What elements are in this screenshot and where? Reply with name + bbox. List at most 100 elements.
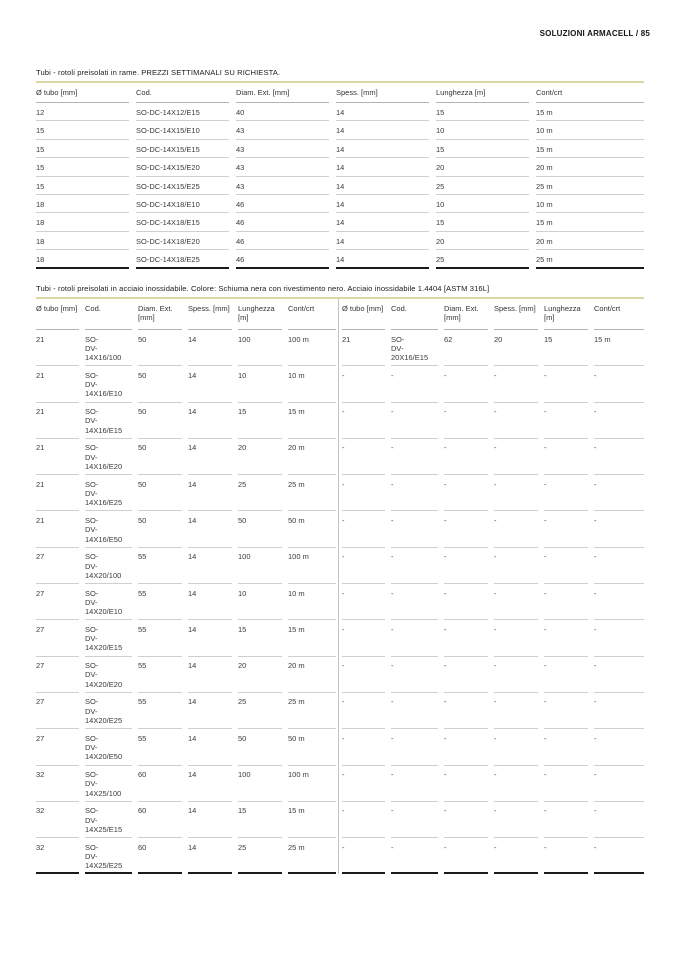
column-header: Cod.	[391, 299, 438, 330]
table-cell: SO- DV-14X16/E25	[85, 475, 132, 512]
table-cell: -	[342, 802, 385, 839]
table-title: Tubi - rotoli preisolati in rame. PREZZI…	[36, 68, 281, 77]
table-cell: -	[391, 729, 438, 766]
table-cell: 10 m	[536, 195, 644, 214]
table-row: 18 SO-DC-14X18/E10 46 14 10 10 m	[36, 195, 644, 214]
table-cell: 15	[436, 140, 529, 159]
table-cell: 50	[138, 330, 182, 367]
table-cell: 27	[36, 620, 79, 657]
table-cell: 40	[236, 103, 329, 122]
table-row: 18 SO-DC-14X18/E25 46 14 25 25 m	[36, 250, 644, 269]
table-cell: SO- DV-14X25/E25	[85, 838, 132, 875]
table-cell: 14	[188, 439, 232, 476]
table-cell: -	[342, 657, 385, 693]
table-cell: 15	[238, 802, 282, 839]
table-row: ------	[342, 511, 644, 548]
table-cell: 25	[436, 177, 529, 195]
table-cell: 15	[36, 158, 129, 177]
table-cell: -	[494, 548, 538, 585]
table-cell: -	[544, 548, 588, 585]
table-cell: -	[494, 693, 538, 730]
table-cell: -	[494, 475, 538, 512]
table-row: ------	[342, 366, 644, 403]
table-cell: -	[391, 657, 438, 693]
table-cell: 18	[36, 250, 129, 269]
table-cell: -	[594, 548, 644, 585]
table-cell: 15	[238, 403, 282, 439]
table-header-row: Ø tubo [mm] Cod. Diam. Ext. [mm] Spess. …	[342, 299, 644, 330]
table-cell: -	[342, 729, 385, 766]
table-cell: 14	[336, 103, 429, 122]
table-cell: -	[544, 475, 588, 512]
table-row: 15 SO-DC-14X15/E25 43 14 25 25 m	[36, 177, 644, 195]
table-row: ------	[342, 439, 644, 476]
table-cell: 25 m	[288, 475, 336, 512]
table-cell: 21	[342, 330, 385, 367]
accent-rule	[36, 81, 644, 83]
table-cell: -	[594, 620, 644, 657]
table-cell: 27	[36, 693, 79, 730]
table-cell: -	[391, 511, 438, 548]
column-header: Lunghezza [m]	[238, 299, 282, 330]
table-body: 12 SO-DC-14X12/E15 40 14 15 15 m 15 SO-DC-14X15…	[36, 103, 644, 269]
table-row: ------	[342, 403, 644, 439]
table-row: 21 SO- DV-14X16/100 50 14 100 100 m	[36, 330, 336, 367]
table-cell: 25 m	[536, 250, 644, 269]
table-cell: -	[342, 693, 385, 730]
table-cell: -	[342, 548, 385, 585]
table-cell: 60	[138, 838, 182, 875]
table-cell: 18	[36, 213, 129, 232]
table-cell: SO- DV-14X25/100	[85, 766, 132, 802]
table-cell: -	[391, 366, 438, 403]
table-cell: -	[494, 620, 538, 657]
column-header: Diam. Ext. [mm]	[138, 299, 182, 330]
column-header: Ø tubo [mm]	[342, 299, 385, 330]
table-cell: 21	[36, 330, 79, 367]
table-cell: -	[444, 766, 488, 802]
table-row: ------	[342, 548, 644, 585]
table-row: 27 SO- DV-14X20/100 55 14 100 100 m	[36, 548, 336, 585]
table-cell: SO-DC-14X15/E25	[136, 177, 229, 195]
table-cell: -	[391, 693, 438, 730]
table-cell: -	[342, 475, 385, 512]
table-row: 21 SO- DV-20X16/E15 62 20 15 15 m	[342, 330, 644, 367]
table-cell: SO-DC-14X12/E15	[136, 103, 229, 122]
table-cell: -	[544, 511, 588, 548]
table-cell: -	[494, 584, 538, 621]
table-cell: SO- DV-14X16/E50	[85, 511, 132, 548]
table-cell: 14	[188, 657, 232, 693]
table-cell: 100 m	[288, 548, 336, 585]
table-row: 32 SO- DV-14X25/E25 60 14 25 25 m	[36, 838, 336, 875]
table-cell: SO- DV-14X25/E15	[85, 802, 132, 839]
table-cell: 32	[36, 766, 79, 802]
table-row: ------	[342, 657, 644, 693]
table-cell: 21	[36, 475, 79, 512]
table-cell: -	[544, 838, 588, 875]
table-cell: 10	[436, 121, 529, 140]
table-cell: 62	[444, 330, 488, 367]
table-cell: 15 m	[536, 103, 644, 122]
table-cell: -	[544, 584, 588, 621]
table-row: ------	[342, 802, 644, 839]
table-cell: 20	[494, 330, 538, 367]
table-cell: 43	[236, 140, 329, 159]
table-cell: -	[391, 439, 438, 476]
table-row: ------	[342, 620, 644, 657]
table-cell: SO-DC-14X15/E10	[136, 121, 229, 140]
column-header: Cont/crt	[288, 299, 336, 330]
table-cell: 10	[436, 195, 529, 214]
table-cell: -	[444, 838, 488, 875]
column-header: Lunghezza [m]	[544, 299, 588, 330]
table-cell: SO- DV-14X16/E10	[85, 366, 132, 403]
table-cell: SO- DV-14X20/E25	[85, 693, 132, 730]
table-cell: 15 m	[288, 620, 336, 657]
table-row: 21 SO- DV-14X16/E20 50 14 20 20 m	[36, 439, 336, 476]
table-cell: 25	[238, 693, 282, 730]
table-cell: SO-DC-14X15/E15	[136, 140, 229, 159]
column-header: Diam. Ext. [mm]	[236, 83, 329, 103]
table-cell: SO- DV-14X16/E15	[85, 403, 132, 439]
table-cell: -	[342, 838, 385, 875]
table-cell: 14	[188, 838, 232, 875]
table-group-left: Ø tubo [mm] Cod. Diam. Ext. [mm] Spess. …	[36, 299, 336, 875]
table-cell: 100 m	[288, 766, 336, 802]
